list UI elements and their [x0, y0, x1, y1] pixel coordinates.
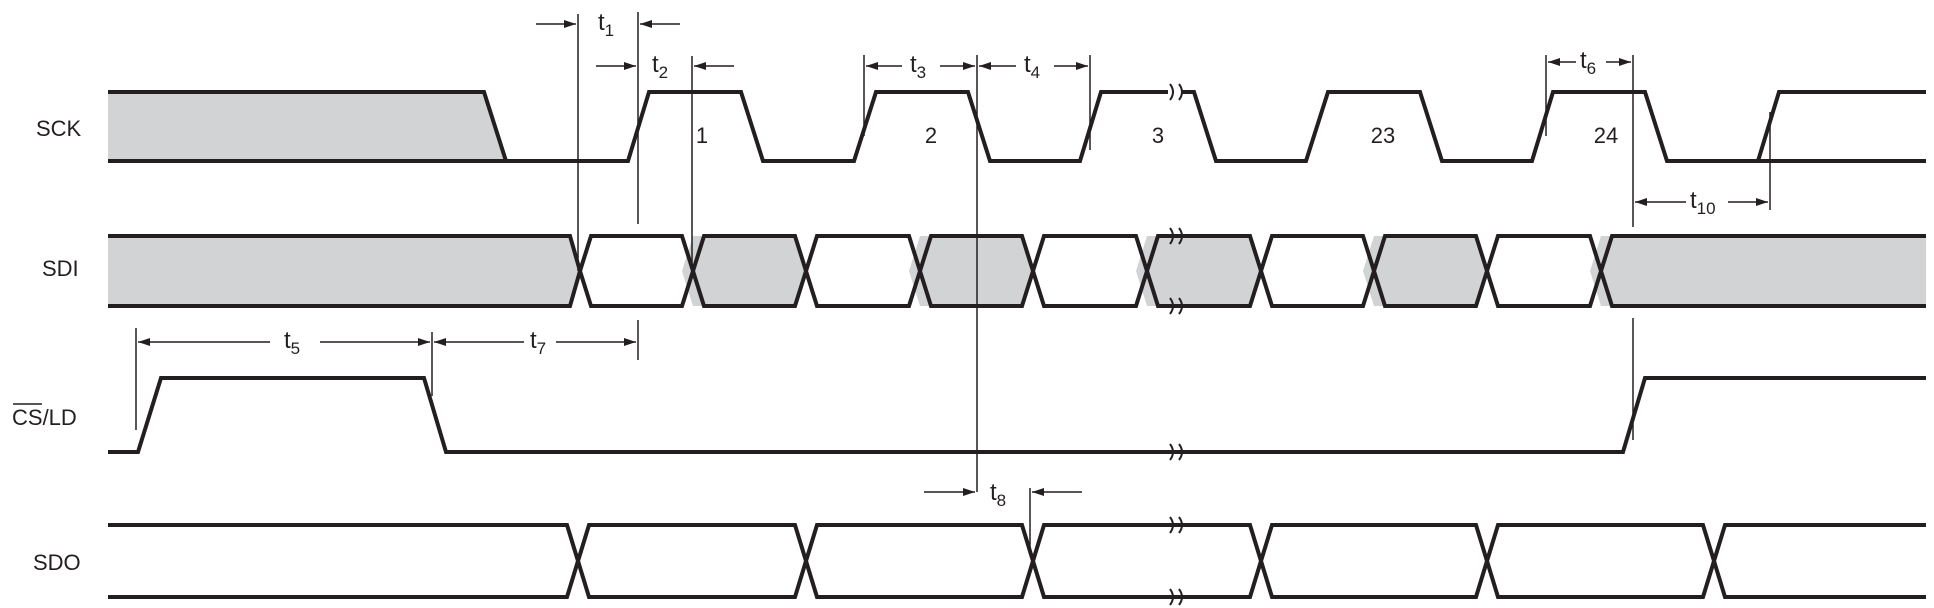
- sck-break-mark: [1169, 83, 1183, 101]
- t6-label: t6: [1580, 47, 1596, 78]
- ld-text: /LD: [43, 405, 77, 430]
- sdo-label: SDO: [33, 550, 81, 575]
- sdi-bit-shaded-6: [1136, 236, 1261, 306]
- sdi-top-trace: [108, 234, 1926, 278]
- sck-trace-after-break: [1181, 90, 1926, 163]
- clock-number-24: 24: [1594, 123, 1618, 148]
- t2-label: t2: [652, 51, 668, 82]
- sck-waveform: [108, 83, 1926, 163]
- t3-label: t3: [910, 51, 926, 82]
- sdi-dont-care-start: [108, 236, 580, 306]
- sdi-bottom-trace: [108, 264, 1926, 308]
- cs-ld-label: CS/LD: [12, 403, 77, 430]
- sdi-waveform: [108, 227, 1926, 315]
- cs-ld-waveform: [108, 376, 1926, 461]
- t7-label: t7: [530, 327, 546, 358]
- t1-label: t1: [598, 9, 614, 40]
- clock-number-1: 1: [696, 123, 708, 148]
- t10-label: t10: [1690, 187, 1716, 218]
- sdi-bit-shaded-8: [1363, 236, 1487, 306]
- timing-arrows: [138, 20, 1768, 496]
- sck-trace: [108, 90, 1168, 163]
- t4-label: t4: [1024, 51, 1040, 82]
- sck-dont-care-region: [108, 92, 506, 161]
- sdi-bit-shaded-4: [909, 236, 1033, 306]
- sdi-label: SDI: [42, 256, 79, 281]
- sdi-bit-shaded-2: [682, 236, 806, 306]
- t5-label: t5: [284, 327, 300, 358]
- svg-text:CS/LD: CS/LD: [12, 405, 77, 430]
- cs-ld-trace: [108, 376, 1926, 454]
- reference-lines: [135, 12, 1771, 554]
- clock-number-23: 23: [1371, 123, 1395, 148]
- sdo-waveform: [108, 516, 1926, 606]
- t8-label: t8: [990, 479, 1006, 510]
- clock-number-2: 2: [925, 123, 937, 148]
- sdo-top-trace: [108, 523, 1926, 568]
- cs-overbar-text: CS: [12, 405, 43, 430]
- cs-break-mark: [1169, 443, 1183, 461]
- clock-number-3: 3: [1152, 123, 1164, 148]
- sdi-break-mark: [1169, 227, 1183, 315]
- sdi-dont-care-end: [1590, 236, 1926, 306]
- sdo-bottom-trace: [108, 554, 1926, 599]
- sdo-break-mark: [1169, 516, 1183, 606]
- sck-label: SCK: [36, 116, 82, 141]
